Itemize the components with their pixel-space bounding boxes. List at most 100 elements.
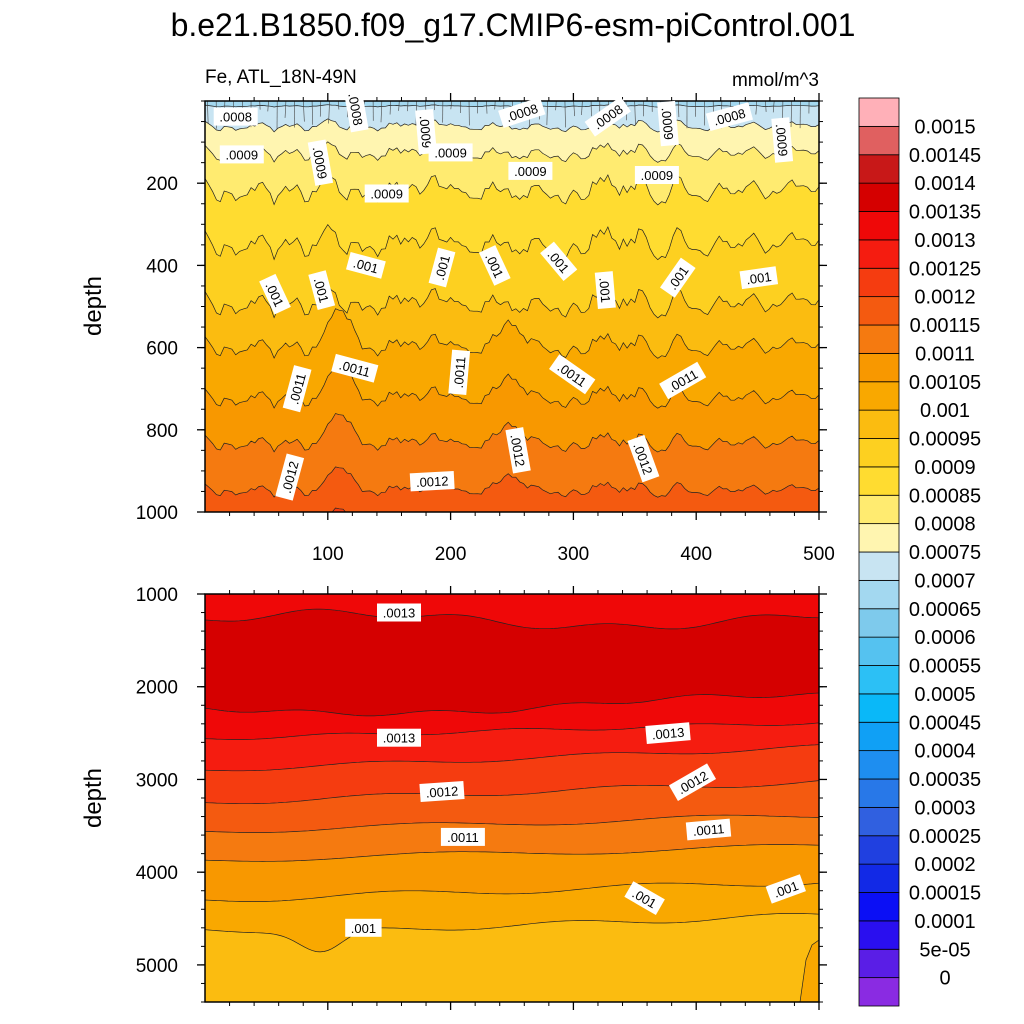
colorbar-box	[858, 665, 900, 695]
lower-contour-3	[205, 744, 819, 772]
colorbar-label: 0.00115	[910, 315, 981, 337]
surface-striation	[328, 101, 330, 124]
lower-band-4	[205, 744, 819, 804]
upper-contour-8	[205, 413, 819, 453]
contour-label-text: .001	[351, 921, 376, 936]
lower-contour-8	[205, 913, 819, 953]
colorbar-label: 0.00015	[909, 883, 981, 905]
contour-label-box	[627, 434, 660, 483]
contour-label-text: .0013	[383, 606, 416, 621]
upper-contour-9	[205, 466, 819, 498]
contour-label-box	[634, 166, 679, 184]
contour-label-text: .001	[745, 269, 772, 287]
surface-striation	[303, 101, 305, 122]
contour-label: .001	[594, 271, 616, 310]
contour-label-box	[428, 143, 473, 162]
colorbar-box	[858, 211, 900, 241]
contour-label-text: .0012	[425, 783, 459, 800]
colorbar-label: 0.00095	[909, 429, 981, 451]
contour-label-box	[275, 453, 305, 501]
upper-band-4	[205, 172, 819, 260]
colorbar-label: 0.00125	[909, 258, 981, 280]
contour-label: .0012	[505, 427, 531, 474]
surface-striation	[398, 101, 400, 111]
contour-label-box	[505, 427, 531, 474]
contour-label-box	[668, 763, 717, 801]
surface-striation	[311, 101, 313, 125]
contour-label: .0013	[377, 603, 421, 622]
colorbar-label: 0	[939, 968, 950, 990]
contour-label-box	[259, 273, 291, 315]
lower-y-axis-label: depth	[80, 768, 107, 828]
contour-label: .0009	[634, 166, 679, 184]
upper-band-10	[205, 466, 819, 512]
contour-label-box	[478, 245, 511, 286]
x-tick-label: 400	[680, 544, 712, 565]
contour-label: .001	[308, 270, 336, 311]
upper-contour-6	[205, 308, 819, 359]
colorbar-box	[858, 438, 900, 468]
left-subtitle: Fe, ATL_18N-49N	[205, 67, 357, 88]
x-tick-label: 300	[558, 544, 590, 565]
colorbar-box	[858, 636, 900, 666]
contour-label: .0013	[377, 728, 421, 747]
colorbar-box	[858, 409, 900, 439]
colorbar-label: 0.0001	[914, 911, 975, 933]
colorbar-box	[858, 182, 900, 212]
colorbar-label: 5e-05	[919, 939, 970, 961]
colorbar-box	[858, 523, 900, 553]
y-tick-label: 1000	[136, 503, 178, 524]
colorbar-box	[858, 381, 900, 411]
colorbar-box	[858, 948, 900, 979]
colorbar-label: 0.0006	[914, 627, 975, 649]
colorbar-label: 0.0011	[915, 343, 975, 365]
surface-striation	[267, 101, 269, 112]
colorbar-label: 0.0012	[914, 287, 975, 309]
lower-contour-4	[205, 780, 819, 805]
contour-label: .0009	[364, 184, 409, 203]
colorbar-box	[858, 977, 900, 1007]
colorbar-box	[858, 778, 900, 808]
upper-contour-2	[205, 141, 819, 163]
y-tick-label: 5000	[136, 956, 178, 977]
contour-label: .0009	[657, 100, 679, 147]
contour-label-text: .0009	[370, 187, 403, 202]
colorbar-box	[858, 721, 900, 752]
colorbar-label: 0.0013	[914, 230, 975, 252]
x-tick-label: 500	[803, 544, 835, 565]
contour-label-text: .0009	[226, 147, 259, 162]
contour-label-box	[409, 471, 455, 492]
colorbar-box	[858, 750, 900, 780]
colorbar-label: 0.00145	[909, 145, 981, 167]
contour-label-box	[498, 97, 546, 128]
contour-label: .001	[765, 874, 806, 904]
contour-label-text: .0008	[219, 110, 252, 125]
colorbar-box	[858, 324, 900, 354]
upper-panel-ticks: 100 200 300 400 500 200 400 600 800 1000	[136, 93, 835, 565]
units-subtitle: mmol/m^3	[732, 70, 819, 91]
contour-label-box	[739, 266, 779, 290]
surface-striation	[677, 101, 680, 118]
contour-label-box	[624, 881, 665, 915]
contour-label-box	[705, 102, 753, 131]
surface-striation	[546, 101, 548, 126]
surface-striation	[486, 101, 488, 114]
contour-label-box	[345, 918, 382, 937]
contour-label-box	[282, 365, 312, 413]
lower-band-0	[205, 594, 819, 629]
surface-striation	[380, 101, 383, 123]
surface-striation	[337, 101, 340, 110]
contour-label-box	[765, 874, 806, 904]
contour-label: .0011	[331, 353, 379, 383]
upper-contour-5	[205, 285, 819, 319]
contour-label-box	[377, 728, 421, 747]
colorbar-label: 0.0004	[914, 741, 975, 763]
contour-label-text: .0008	[345, 92, 365, 127]
contour-label-box	[549, 354, 596, 395]
upper-panel-contour-lines	[205, 101, 819, 512]
contour-label: .0012	[409, 471, 455, 492]
contour-label-box	[307, 139, 334, 186]
contour-label-box	[448, 349, 471, 396]
contour-label-text: .001	[311, 276, 332, 304]
contour-label-box	[685, 818, 732, 841]
